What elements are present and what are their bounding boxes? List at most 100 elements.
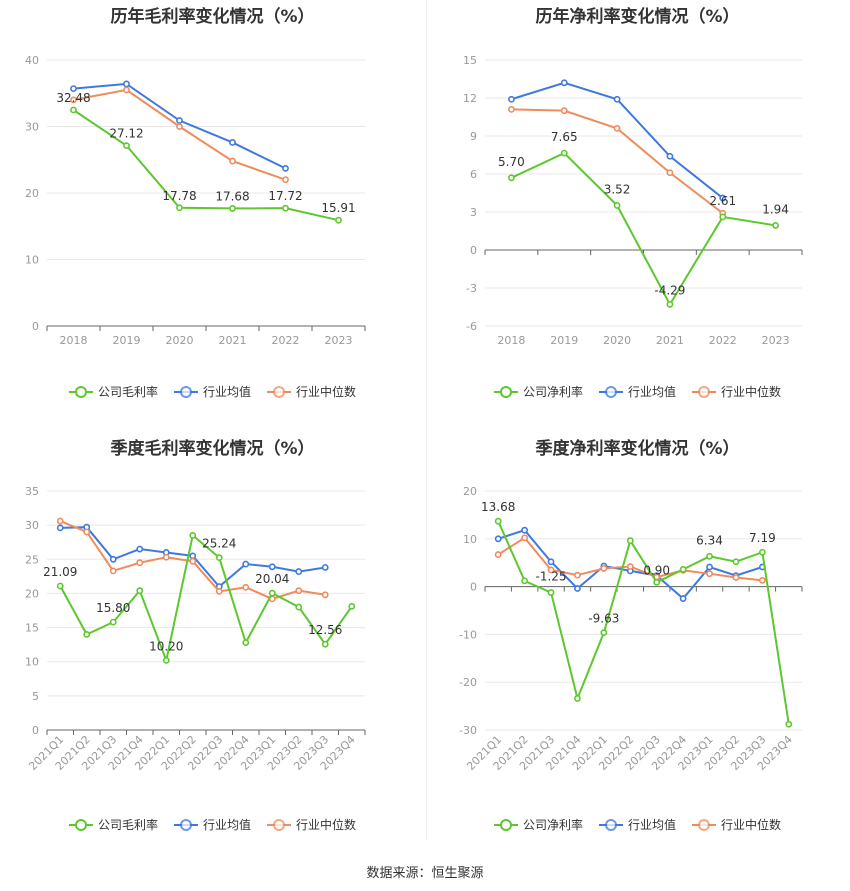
industry-avg-point — [719, 194, 727, 202]
y-tick-label: -20 — [459, 676, 477, 689]
legend-marker-icon — [267, 818, 291, 831]
industry-avg-point — [508, 95, 515, 103]
y-tick-label: 30 — [25, 519, 39, 532]
x-tick-label: 2021 — [219, 334, 247, 347]
company-line — [510, 151, 776, 307]
industry-avg-point — [547, 558, 555, 566]
legend-item-industry-avg[interactable]: 行业均值 — [173, 816, 251, 833]
legend-item-company[interactable]: 公司毛利率 — [68, 816, 158, 833]
industry-median-point — [600, 565, 608, 572]
y-tick-label: 25 — [25, 553, 39, 566]
company-point — [719, 213, 727, 221]
quarterly-net-margin-panel: 季度净利率变化情况（%） -30 -20 -10 0 10 20 2021Q1 2021Q2 2… — [425, 432, 850, 852]
legend-label: 公司毛利率 — [97, 818, 158, 832]
chart-legend[interactable]: 公司毛利率 行业均值 行业中位数 — [0, 383, 425, 400]
legend-dot — [698, 385, 710, 398]
company-point — [162, 656, 170, 664]
company-point — [176, 204, 183, 212]
chart-title: 历年毛利率变化情况（%） — [110, 7, 315, 27]
legend-item-company[interactable]: 公司净利率 — [493, 383, 583, 400]
legend-marker-icon — [692, 385, 716, 398]
industry-avg-point — [679, 595, 687, 602]
y-tick-label: 10 — [463, 533, 477, 546]
x-tick-label: 2023 — [325, 334, 353, 347]
legend-label: 行业中位数 — [296, 385, 357, 399]
industry-median-point — [574, 571, 581, 579]
legend-item-industry-avg[interactable]: 行业均值 — [598, 816, 676, 833]
industry-avg-point — [242, 560, 250, 568]
industry-avg-point — [56, 524, 64, 532]
company-point — [215, 554, 223, 562]
company-point — [494, 517, 502, 525]
y-tick-label: 10 — [25, 656, 39, 669]
x-tick-label: 2020 — [603, 334, 631, 347]
company-line — [497, 520, 790, 725]
industry-avg-point — [282, 164, 289, 172]
legend-label: 行业均值 — [202, 385, 251, 399]
data-label: 12.56 — [308, 623, 342, 637]
legend-item-industry-avg[interactable]: 行业均值 — [173, 383, 251, 400]
industry-avg-point — [295, 568, 303, 575]
company-point — [123, 142, 130, 150]
legend-label: 行业均值 — [627, 818, 676, 832]
legend-label: 行业均值 — [627, 385, 676, 399]
legend-dot — [604, 385, 617, 398]
industry-avg-point — [268, 563, 276, 571]
legend-item-industry-median[interactable]: 行业中位数 — [267, 383, 356, 400]
data-label: 10.20 — [149, 639, 183, 653]
legend-marker-icon — [267, 385, 291, 398]
data-source-note: 数据来源：恒生聚源 — [366, 866, 484, 881]
data-label: 17.72 — [268, 189, 302, 203]
y-tick-label: 6 — [470, 168, 477, 181]
company-point — [785, 720, 793, 728]
industry-median-point — [508, 106, 515, 113]
chart-legend[interactable]: 公司净利率 行业均值 行业中位数 — [425, 383, 850, 400]
x-tick-label: 2022 — [272, 334, 300, 347]
company-point — [508, 174, 515, 182]
company-point — [136, 587, 144, 595]
legend-dot — [74, 818, 87, 831]
data-label: 17.78 — [162, 189, 196, 203]
industry-median-point — [547, 566, 555, 574]
legend-dot — [179, 818, 192, 831]
industry-median-point — [176, 123, 183, 130]
legend-marker-icon — [493, 385, 518, 398]
legend-item-industry-median[interactable]: 行业中位数 — [692, 383, 781, 400]
data-label: 7.65 — [551, 130, 578, 144]
legend-item-company[interactable]: 公司净利率 — [493, 816, 583, 833]
industry-median-point — [282, 176, 289, 184]
legend-item-industry-median[interactable]: 行业中位数 — [267, 816, 356, 833]
company-point — [666, 300, 674, 308]
company-point — [242, 639, 250, 646]
y-tick-label: 9 — [470, 130, 477, 143]
legend-dot — [604, 818, 617, 831]
company-point — [574, 695, 581, 702]
legend-dot — [273, 385, 285, 398]
company-point — [282, 204, 289, 212]
company-point — [521, 577, 529, 585]
company-point — [229, 205, 236, 212]
company-point — [70, 106, 77, 114]
annual-gross-margin-chart: 0 10 20 30 40 2018 2019 2020 2021 2022 2023 32.48 27… — [25, 54, 366, 347]
legend-item-industry-avg[interactable]: 行业均值 — [598, 383, 676, 400]
y-tick-label: 3 — [470, 206, 477, 219]
legend-item-industry-median[interactable]: 行业中位数 — [692, 816, 781, 833]
chart-legend[interactable]: 公司毛利率 行业均值 行业中位数 — [0, 816, 425, 833]
quarterly-gross-margin-chart: 051015202530352021Q12021Q22021Q32021Q420… — [25, 485, 366, 773]
chart-legend[interactable]: 公司净利率 行业均值 行业中位数 — [425, 816, 850, 833]
industry-median-point — [242, 583, 250, 591]
industry-median-point — [626, 563, 634, 570]
company-point — [268, 589, 276, 597]
industry-median-point — [560, 107, 568, 115]
company-point — [189, 531, 197, 539]
legend-item-company[interactable]: 公司毛利率 — [68, 383, 158, 400]
industry-median-point — [56, 517, 64, 525]
industry-avg-point — [176, 117, 183, 124]
data-label: 15.80 — [96, 601, 130, 615]
industry-avg-point — [494, 535, 502, 543]
legend-dot — [273, 818, 285, 831]
industry-median-point — [758, 576, 766, 584]
industry-avg-point — [666, 152, 674, 160]
industry-median-point — [666, 169, 674, 177]
y-tick-label: 20 — [25, 187, 39, 200]
